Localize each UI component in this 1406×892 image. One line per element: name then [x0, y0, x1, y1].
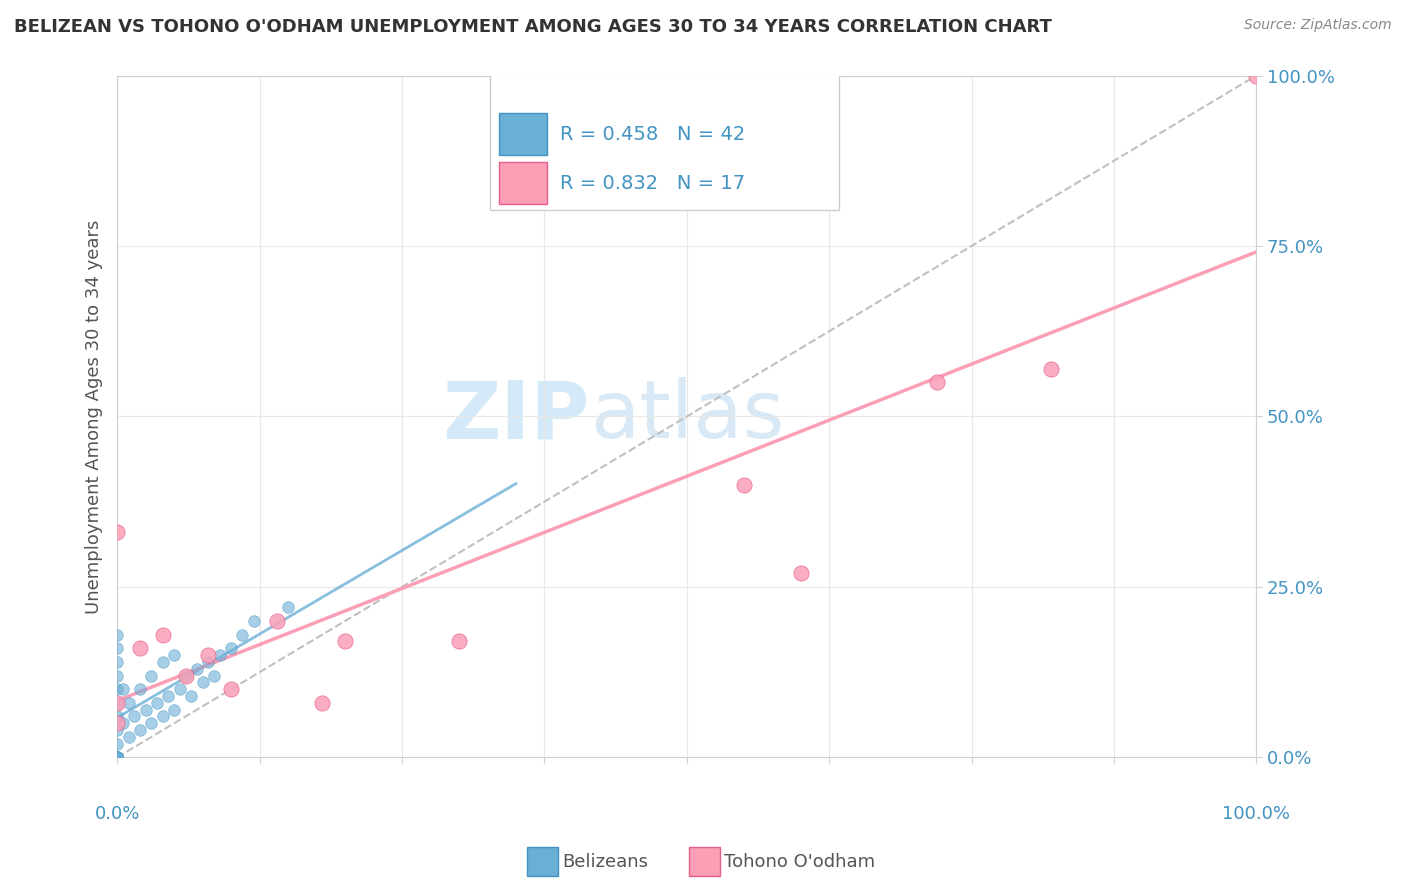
Point — [135, 703, 157, 717]
Point — [141, 668, 163, 682]
Point — [231, 628, 253, 642]
Point — [180, 689, 202, 703]
Point — [243, 614, 266, 628]
Point — [789, 566, 811, 581]
Point — [105, 750, 128, 764]
Point — [152, 709, 174, 723]
Point — [129, 641, 152, 656]
Text: R = 0.832   N = 17: R = 0.832 N = 17 — [561, 174, 745, 193]
Point — [124, 709, 146, 723]
Point — [105, 655, 128, 669]
Point — [105, 723, 128, 738]
Text: atlas: atlas — [591, 377, 785, 456]
Point — [927, 376, 949, 390]
Point — [117, 730, 139, 744]
Point — [129, 723, 152, 738]
Text: ZIP: ZIP — [443, 377, 591, 456]
Point — [1040, 361, 1063, 376]
Bar — [489, 65, 839, 210]
Point — [105, 737, 128, 751]
Point — [105, 750, 128, 764]
Text: R = 0.458   N = 42: R = 0.458 N = 42 — [561, 125, 745, 144]
Point — [163, 648, 186, 662]
Point — [105, 750, 128, 764]
Text: BELIZEAN VS TOHONO O'ODHAM UNEMPLOYMENT AMONG AGES 30 TO 34 YEARS CORRELATION CH: BELIZEAN VS TOHONO O'ODHAM UNEMPLOYMENT … — [14, 18, 1052, 36]
Point — [105, 641, 128, 656]
Point — [202, 668, 225, 682]
Point — [105, 696, 128, 710]
Point — [105, 682, 128, 697]
Text: 100.0%: 100.0% — [1222, 805, 1291, 823]
Point — [105, 716, 128, 731]
Point — [197, 648, 219, 662]
Point — [141, 716, 163, 731]
Point — [163, 703, 186, 717]
Point — [219, 641, 242, 656]
Y-axis label: Unemployment Among Ages 30 to 34 years: Unemployment Among Ages 30 to 34 years — [86, 219, 103, 614]
Text: Source: ZipAtlas.com: Source: ZipAtlas.com — [1244, 18, 1392, 32]
Point — [152, 655, 174, 669]
Point — [129, 682, 152, 697]
Point — [174, 668, 197, 682]
Text: Belizeans: Belizeans — [562, 853, 648, 871]
Point — [219, 682, 242, 697]
Point — [191, 675, 214, 690]
Text: 0.0%: 0.0% — [94, 805, 139, 823]
Point — [733, 477, 755, 491]
Point — [105, 668, 128, 682]
Point — [174, 668, 197, 682]
Point — [169, 682, 191, 697]
Point — [152, 628, 174, 642]
Point — [105, 696, 128, 710]
Point — [105, 750, 128, 764]
Point — [1246, 69, 1268, 83]
Point — [311, 696, 333, 710]
Point — [105, 628, 128, 642]
Bar — [499, 113, 547, 155]
Point — [447, 634, 470, 648]
Point — [277, 600, 299, 615]
Point — [117, 696, 139, 710]
Point — [105, 750, 128, 764]
Point — [197, 655, 219, 669]
Bar — [499, 162, 547, 204]
Point — [266, 614, 288, 628]
Point — [146, 696, 169, 710]
Point — [105, 525, 128, 540]
Point — [208, 648, 231, 662]
Point — [105, 709, 128, 723]
Point — [333, 634, 356, 648]
Text: Tohono O'odham: Tohono O'odham — [724, 853, 875, 871]
Point — [111, 682, 134, 697]
Point — [157, 689, 180, 703]
Point — [111, 716, 134, 731]
Point — [186, 662, 208, 676]
